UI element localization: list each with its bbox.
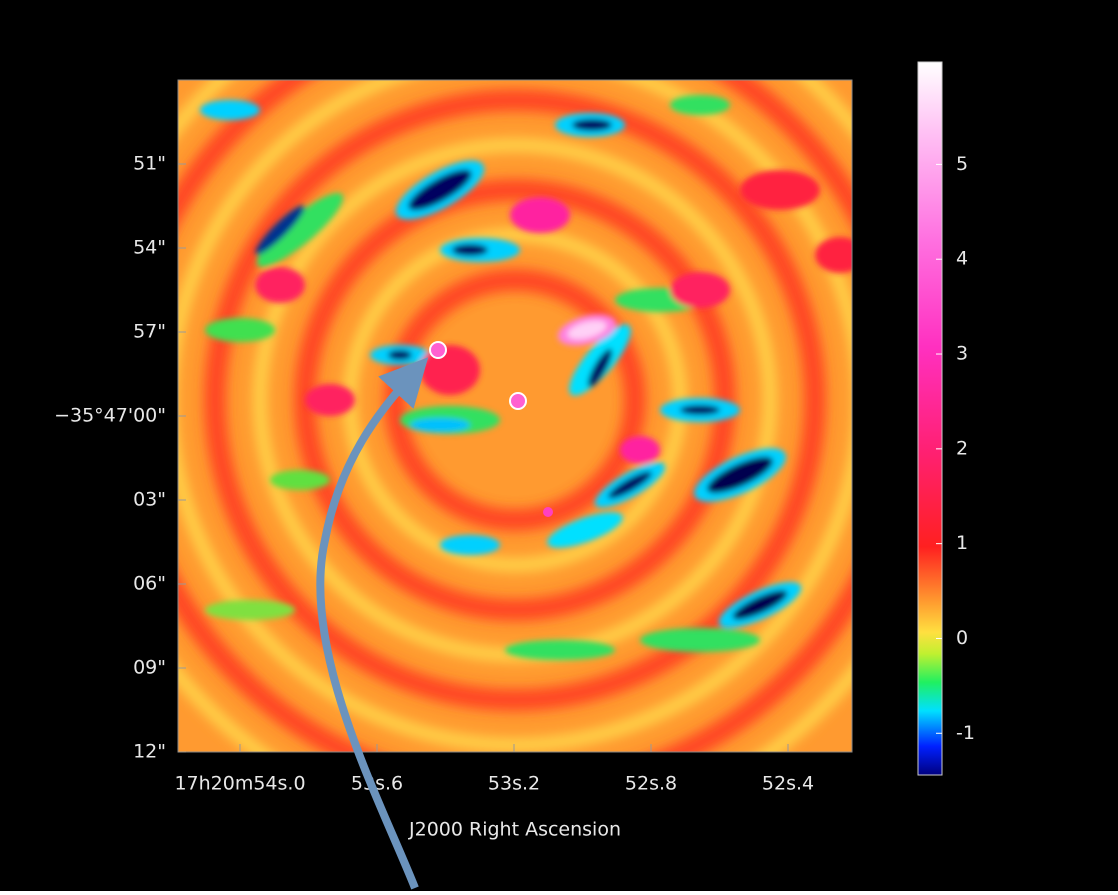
y-tick-label: 51" bbox=[133, 153, 166, 175]
colorbar-tick-label: 1 bbox=[956, 532, 968, 554]
colorbar-tick-label: 0 bbox=[956, 627, 968, 649]
image bbox=[80, 0, 950, 835]
colorbar-tick-label: -1 bbox=[956, 722, 975, 744]
colorbar bbox=[918, 62, 942, 775]
colorbar-tick-label: 5 bbox=[956, 153, 968, 175]
y-tick-label: 57" bbox=[133, 321, 166, 343]
y-tick-label: 06" bbox=[133, 573, 166, 595]
y-tick-label: −35°47'00" bbox=[54, 405, 166, 427]
chart: J2000 Right Ascension 51" 54" 57" −35°47'00… bbox=[0, 0, 1118, 891]
x-tick-label: 52s.8 bbox=[625, 773, 677, 795]
x-tick-label: 17h20m54s.0 bbox=[174, 773, 305, 795]
colorbar-tick-label: 4 bbox=[956, 248, 968, 270]
colorbar-tick-label: 3 bbox=[956, 343, 968, 365]
y-tick-label: 09" bbox=[133, 657, 166, 679]
y-tick-label: 12" bbox=[133, 741, 166, 763]
colorbar-tick-label: 2 bbox=[956, 437, 968, 459]
x-tick-label: 53s.2 bbox=[488, 773, 540, 795]
y-tick-label: 03" bbox=[133, 489, 166, 511]
x-axis-label: J2000 Right Ascension bbox=[408, 819, 621, 841]
x-tick-label: 52s.4 bbox=[762, 773, 814, 795]
y-tick-label: 54" bbox=[133, 237, 166, 259]
